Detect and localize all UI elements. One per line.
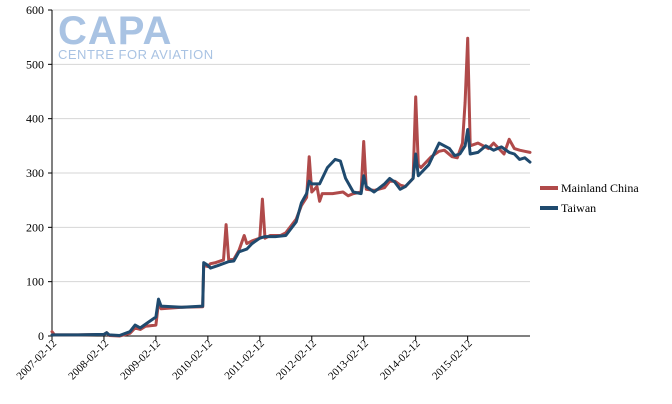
x-tick-label: 2014-02-12	[378, 338, 423, 383]
x-axis: 2007-02-12 2008-02-12 2009-02-12 2010-02-12…	[14, 335, 530, 383]
y-tick-label: 100	[26, 275, 44, 289]
x-tick-label: 2008-02-12	[66, 338, 111, 383]
legend-label: Taiwan	[561, 201, 596, 215]
y-tick-label: 0	[38, 329, 44, 343]
legend-label: Mainland China	[561, 181, 639, 195]
x-tick-label: 2009-02-12	[118, 338, 163, 383]
y-tick-label: 500	[26, 57, 44, 71]
y-tick-label: 600	[26, 3, 44, 17]
series-lines	[50, 36, 532, 338]
y-axis: 0 100 200 300 400 500 600	[26, 3, 53, 343]
series-line-taiwan	[50, 128, 532, 337]
y-tick-label: 400	[26, 112, 44, 126]
logo-tagline: CENTRE FOR AVIATION	[58, 47, 214, 62]
y-tick-label: 300	[26, 166, 44, 180]
y-tick-label: 200	[26, 220, 44, 234]
x-tick-label: 2011-02-12	[222, 338, 266, 382]
x-tick-label: 2012-02-12	[274, 338, 319, 383]
x-tick-label: 2013-02-12	[326, 338, 371, 383]
logo-name: CAPA	[58, 9, 172, 53]
x-tick-label: 2007-02-12	[14, 338, 59, 383]
x-tick-label: 2010-02-12	[170, 338, 215, 383]
legend: Mainland China Taiwan	[540, 181, 639, 215]
capa-logo: CAPA CENTRE FOR AVIATION	[58, 9, 214, 62]
series-line-mainland-china	[50, 36, 532, 338]
x-tick-label: 2015-02-12	[430, 338, 475, 383]
